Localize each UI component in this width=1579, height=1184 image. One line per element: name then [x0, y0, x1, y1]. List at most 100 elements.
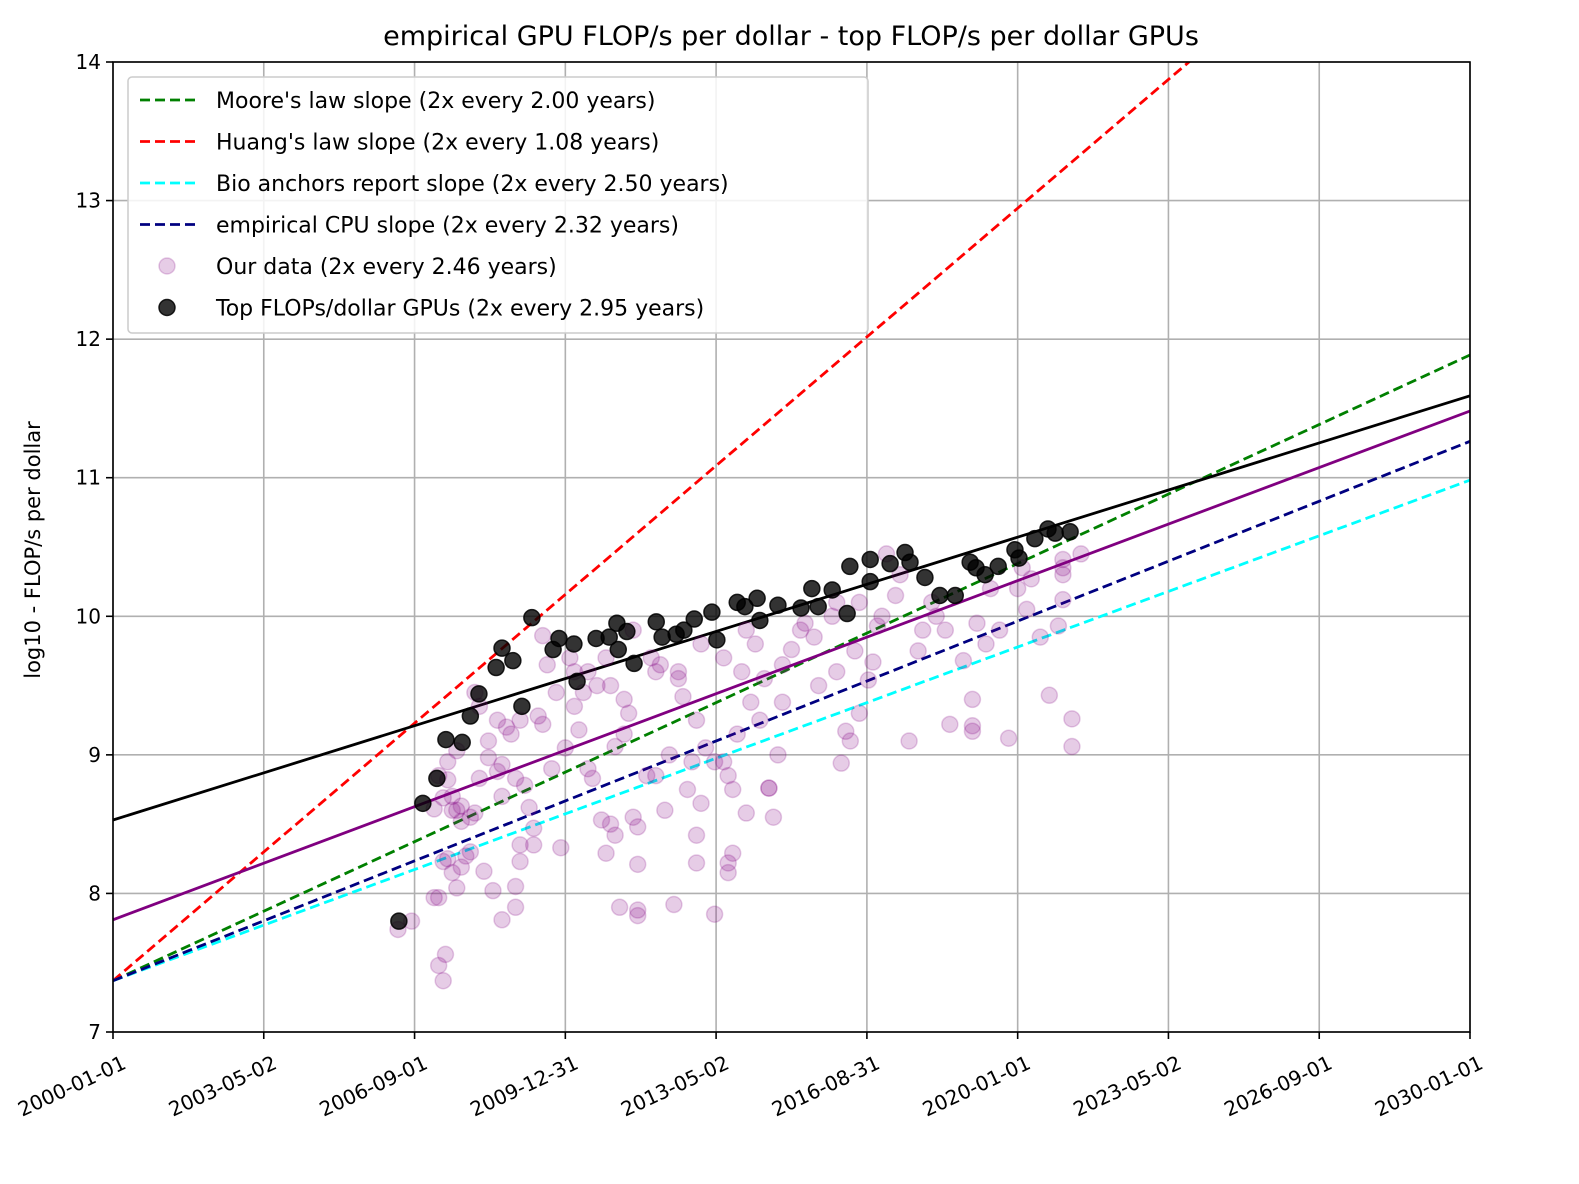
legend-label: Huang's law slope (2x every 1.08 years): [216, 131, 659, 156]
our-data-point: [452, 812, 471, 831]
our-data-point: [669, 662, 688, 681]
x-tick-label: 2009-12-31: [466, 1051, 581, 1122]
our-data-point: [773, 693, 792, 711]
our-data-point: [968, 614, 986, 632]
our-data-point: [436, 945, 455, 964]
top-gpu-point: [861, 550, 879, 569]
our-data-point: [470, 769, 489, 788]
our-data-point: [506, 898, 525, 917]
our-data-point: [457, 847, 475, 865]
our-data-point: [606, 826, 624, 844]
top-gpu-point: [493, 639, 511, 657]
our-data-point: [760, 779, 778, 797]
our-data-point: [841, 732, 860, 750]
top-gpu-point: [600, 628, 618, 646]
legend-label: empirical CPU slope (2x every 2.32 years…: [216, 214, 679, 239]
our-data-point: [782, 640, 801, 659]
our-data-point: [941, 715, 959, 734]
legend-label: Moore's law slope (2x every 2.00 years): [216, 89, 655, 114]
our-data-point: [624, 808, 642, 826]
trend-line: [113, 440, 1470, 983]
our-data-point: [628, 901, 647, 919]
our-data-point: [520, 798, 538, 817]
top-gpu-point: [976, 565, 994, 584]
y-tick-label: 11: [76, 466, 101, 490]
our-data-point: [809, 676, 828, 695]
our-data-point: [506, 769, 525, 788]
y-tick-label: 7: [88, 1020, 101, 1044]
our-data-point: [737, 804, 756, 822]
our-data-point: [665, 895, 683, 914]
our-data-point: [475, 862, 493, 881]
our-data-point: [719, 854, 737, 872]
our-data-point: [434, 789, 452, 807]
our-data-point: [610, 898, 629, 917]
legend-label: Top FLOPs/dollar GPUs (2x every 2.95 yea…: [215, 297, 704, 322]
our-data-point: [434, 971, 452, 990]
our-data-point: [977, 635, 995, 653]
our-data-point: [714, 649, 733, 667]
our-data-point: [511, 852, 529, 871]
top-gpu-point: [565, 635, 583, 653]
top-gpu-point: [916, 568, 934, 587]
our-data-point: [827, 662, 846, 681]
y-tick-label: 8: [88, 881, 101, 905]
our-data-point: [1031, 628, 1050, 646]
top-gpu-point: [453, 733, 471, 752]
our-data-point: [438, 753, 457, 771]
our-data-point: [628, 906, 647, 925]
our-data-point: [601, 676, 620, 695]
our-data-point: [1022, 570, 1040, 588]
our-data-point: [927, 607, 945, 626]
our-data-point: [696, 739, 715, 757]
top-gpu-point: [792, 599, 810, 617]
y-tick-label: 9: [88, 743, 101, 767]
scatter-points: [389, 520, 1090, 990]
our-data-point: [692, 635, 710, 653]
top-gpu-point: [513, 697, 531, 716]
top-gpu-point: [748, 589, 766, 608]
y-tick-label: 13: [76, 189, 101, 213]
our-data-point: [601, 815, 620, 833]
our-data-point: [687, 826, 706, 844]
our-data-point: [1054, 559, 1072, 577]
our-data-point: [461, 808, 480, 826]
top-gpu-point: [841, 557, 859, 576]
top-gpu-point: [653, 628, 671, 646]
our-data-point: [506, 877, 525, 896]
our-data-point: [769, 746, 787, 764]
our-data-point: [479, 732, 498, 750]
top-gpu-point: [390, 912, 408, 930]
our-data-point: [1063, 710, 1081, 728]
top-gpu-point: [675, 621, 693, 639]
our-data-point: [583, 769, 602, 788]
our-data-point: [606, 737, 624, 756]
our-data-point: [683, 753, 701, 771]
our-data-point: [1054, 565, 1072, 584]
top-gpu-point: [504, 651, 522, 670]
y-tick-label: 14: [76, 50, 101, 74]
our-data-point: [592, 811, 611, 829]
our-data-point: [488, 762, 507, 781]
our-data-point: [479, 748, 498, 767]
our-data-point: [1040, 686, 1059, 705]
our-data-point: [900, 732, 918, 750]
our-data-point: [556, 739, 575, 757]
our-data-point: [466, 804, 484, 822]
x-tick-label: 2013-05-02: [617, 1051, 732, 1122]
our-data-point: [837, 722, 855, 741]
top-gpu-point: [901, 553, 919, 571]
our-data-point: [936, 621, 955, 639]
our-data-point: [461, 843, 480, 861]
our-data-point: [687, 854, 706, 872]
our-data-point: [868, 617, 887, 635]
our-data-point: [760, 779, 778, 797]
top-gpu-point: [437, 730, 455, 749]
our-data-point: [692, 794, 710, 813]
legend-label: Our data (2x every 2.46 years): [216, 255, 557, 280]
our-data-point: [511, 836, 529, 854]
our-data-point: [1049, 617, 1068, 635]
trend-line: [113, 409, 1470, 922]
our-data-point: [846, 642, 864, 660]
top-gpu-point: [751, 611, 769, 630]
